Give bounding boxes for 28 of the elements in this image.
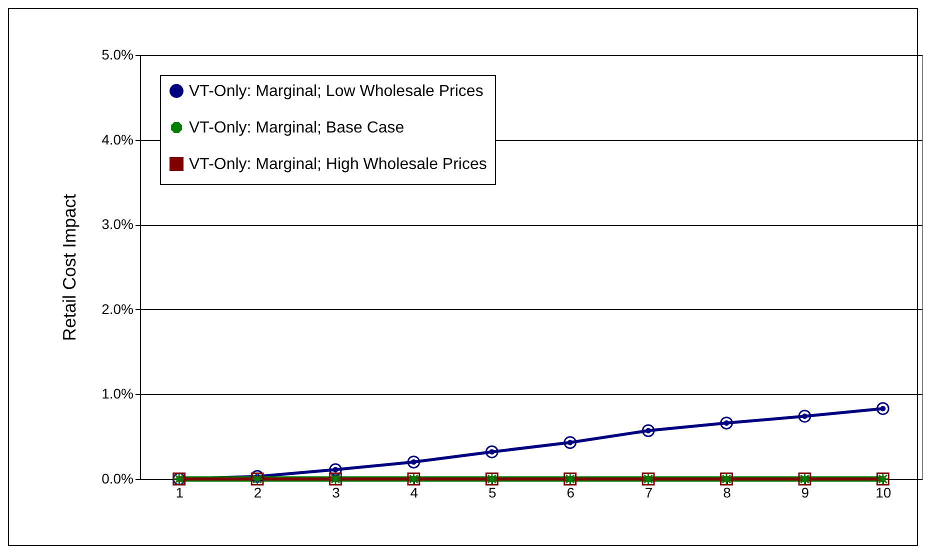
legend-label: VT-Only: Marginal; High Wholesale Prices <box>189 156 487 173</box>
y-tick-label: 3.0% <box>102 216 134 232</box>
x-tick-label: 5 <box>488 484 496 500</box>
y-tick-label: 2.0% <box>102 300 134 317</box>
x-tick-label: 10 <box>876 484 892 500</box>
x-tick-label: 1 <box>176 484 184 500</box>
y-tick-label: 4.0% <box>102 131 134 148</box>
y-tick-label: 1.0% <box>102 386 134 402</box>
point <box>798 410 812 423</box>
point <box>876 402 890 416</box>
x-tick-label: 3 <box>332 484 340 500</box>
x-tick-label: 9 <box>801 484 810 500</box>
y-tick-label: 0.0% <box>102 470 134 486</box>
point <box>564 436 577 449</box>
y-tick-label: 5.0% <box>102 46 134 62</box>
x-tick-label: 2 <box>254 484 262 500</box>
legend-label: VT-Only: Marginal; Base Case <box>189 120 404 136</box>
x-tick-label: 8 <box>723 484 732 500</box>
x-tick-label: 4 <box>410 484 418 500</box>
point <box>329 463 342 476</box>
point <box>720 416 733 430</box>
x-tick-label: 6 <box>566 484 575 500</box>
legend-label: VT-Only: Marginal; Low Wholesale Prices <box>189 83 484 100</box>
y-axis-title: Retail Cost Impact <box>60 194 80 342</box>
point <box>407 456 420 468</box>
point <box>485 445 498 458</box>
x-tick-label: 7 <box>644 484 653 500</box>
point <box>642 424 655 438</box>
